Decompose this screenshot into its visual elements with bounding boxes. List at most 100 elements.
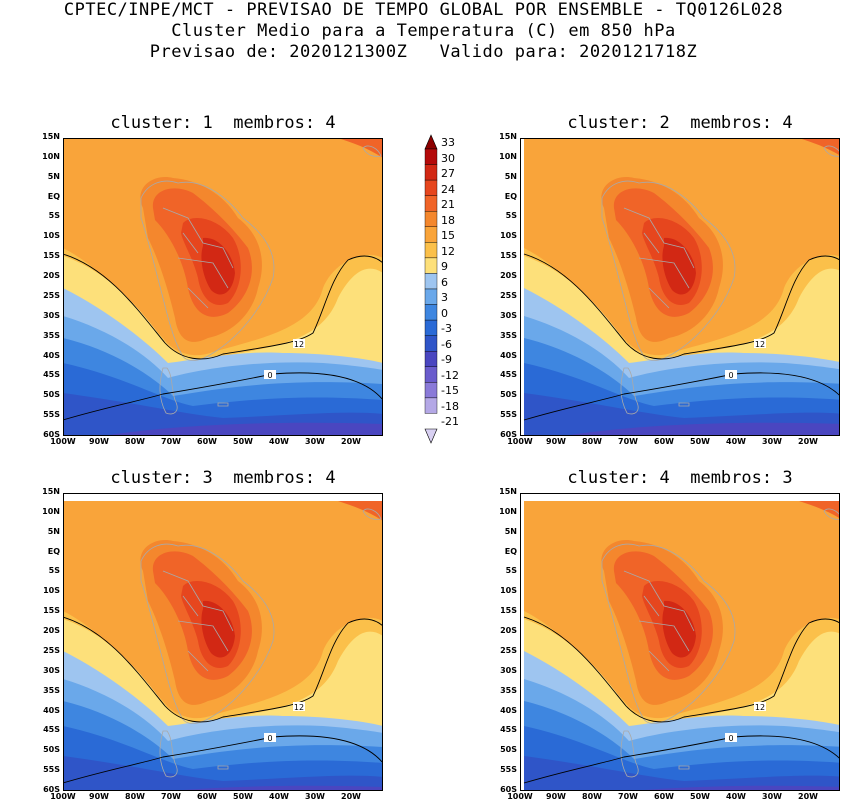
longitude-tick-label: 50W (690, 437, 710, 446)
panel-title-2: cluster: 2 membros: 4 (567, 113, 793, 133)
colorbar-level-label: -21 (441, 415, 459, 428)
longitude-tick-label: 20W (798, 437, 818, 446)
longitude-tick-label: 60W (197, 437, 217, 446)
longitude-tick-label: 30W (762, 792, 782, 801)
latitude-tick-label: 30S (43, 310, 60, 320)
map-frame (520, 493, 840, 791)
latitude-tick-label: 20S (43, 626, 60, 636)
map-frame (520, 138, 840, 436)
latitude-tick-label: 50S (500, 390, 517, 400)
latitude-tick-label: 40S (43, 350, 60, 360)
contour-label: 0 (267, 734, 272, 743)
longitude-tick-label: 90W (546, 437, 566, 446)
longitude-tick-label: 100W (507, 792, 533, 801)
latitude-tick-label: 10N (42, 151, 60, 161)
colorbar-swatch (424, 319, 438, 336)
latitude-tick-label: 15N (42, 132, 60, 141)
colorbar-swatch (424, 304, 438, 321)
temperature-field: 12 0 (62, 501, 384, 799)
longitude-tick-label: 80W (582, 792, 602, 801)
latitude-tick-label: EQ (504, 191, 517, 201)
header-line-1: CPTEC/INPE/MCT - PREVISAO DE TEMPO GLOBA… (63, 0, 784, 20)
colorbar-level-label: -12 (441, 368, 459, 382)
colorbar-level-label: 33 (441, 136, 455, 149)
longitude-tick-label: 60W (654, 792, 674, 801)
latitude-tick-label: 35S (43, 330, 60, 340)
temperature-field: 12 0 (62, 138, 384, 436)
colorbar-level-label: 15 (441, 229, 455, 242)
latitude-tick-label: 20S (500, 626, 517, 636)
latitude-tick-label: 10S (43, 586, 60, 596)
latitude-tick-label: 10N (499, 506, 517, 516)
latitude-tick-label: EQ (47, 546, 60, 556)
latitude-tick-label: 25S (500, 645, 517, 655)
latitude-tick-label: 5N (47, 171, 60, 181)
longitude-tick-label: 100W (50, 437, 76, 446)
colorbar-swatch (424, 164, 438, 181)
contour-label: 12 (294, 703, 304, 712)
latitude-tick-label: 15S (500, 251, 517, 261)
panel-title-4: cluster: 4 membros: 3 (567, 468, 793, 488)
latitude-tick-label: 20S (500, 271, 517, 281)
latitude-tick-label: 55S (500, 410, 517, 420)
latitude-tick-label: 60S (43, 430, 60, 439)
colorbar-swatch (424, 257, 438, 274)
colorbar-max-arrow (424, 134, 438, 150)
panel-title-1: cluster: 1 membros: 4 (110, 113, 336, 133)
latitude-tick-label: 25S (500, 290, 517, 300)
colorbar-swatch (424, 397, 438, 414)
map-panel-4: 12 0 15N 10N 5N EQ 5S 10S 15S 20S 25S 30S 35S 40S 45S 5… (499, 487, 845, 801)
longitude-tick-label: 80W (125, 437, 145, 446)
colorbar-level-label: 6 (441, 275, 448, 289)
longitude-tick-label: 40W (269, 792, 289, 801)
latitude-tick-label: 5S (48, 211, 60, 221)
colorbar-swatch (424, 179, 438, 196)
latitude-tick-label: 45S (43, 370, 60, 380)
longitude-tick-label: 20W (341, 792, 361, 801)
colorbar-level-label: -15 (441, 384, 459, 397)
longitude-tick-label: 30W (305, 437, 325, 446)
map-frame (63, 493, 383, 791)
colorbar-level-label: 3 (441, 291, 448, 304)
longitude-tick-label: 40W (726, 792, 746, 801)
latitude-tick-label: 40S (500, 350, 517, 360)
latitude-tick-label: 50S (43, 390, 60, 400)
latitude-tick-label: 55S (43, 765, 60, 775)
header-line-2: Cluster Medio para a Temperatura (C) em … (171, 21, 676, 41)
colorbar-swatch (424, 273, 438, 290)
colorbar-swatch (424, 242, 438, 259)
longitude-tick-label: 40W (269, 437, 289, 446)
colorbar-level-label: 27 (441, 167, 455, 180)
latitude-tick-label: 20S (43, 271, 60, 281)
latitude-tick-label: 10S (43, 231, 60, 241)
longitude-tick-label: 70W (161, 792, 181, 801)
colorbar-swatch (424, 366, 438, 383)
longitude-tick-label: 70W (161, 437, 181, 446)
colorbar-level-label: 24 (441, 182, 455, 196)
longitude-tick-label: 70W (618, 792, 638, 801)
colorbar-level-label: 9 (441, 260, 448, 273)
colorbar-swatch (424, 382, 438, 399)
latitude-tick-label: 30S (500, 310, 517, 320)
colorbar-min-arrow (424, 428, 438, 444)
latitude-tick-label: 15N (499, 487, 517, 496)
latitude-tick-label: 5N (47, 526, 60, 536)
longitude-tick-label: 30W (762, 437, 782, 446)
longitude-tick-label: 60W (654, 437, 674, 446)
colorbar-level-label: -18 (441, 399, 459, 413)
contour-label: 0 (267, 371, 272, 380)
longitude-tick-label: 50W (690, 792, 710, 801)
colorbar-level-label: 21 (441, 198, 455, 211)
latitude-tick-label: 10S (500, 231, 517, 241)
latitude-tick-label: 5S (505, 211, 517, 221)
latitude-tick-label: 35S (500, 685, 517, 695)
contour-label: 12 (294, 340, 304, 349)
latitude-tick-label: 45S (43, 725, 60, 735)
longitude-tick-label: 50W (233, 792, 253, 801)
latitude-tick-label: 50S (500, 745, 517, 755)
contour-label: 12 (755, 340, 765, 349)
colorbar-level-label: 30 (441, 151, 455, 165)
colorbar-level-label: 0 (441, 306, 448, 320)
colorbar-level-label: 12 (441, 244, 455, 258)
map-frame (63, 138, 383, 436)
